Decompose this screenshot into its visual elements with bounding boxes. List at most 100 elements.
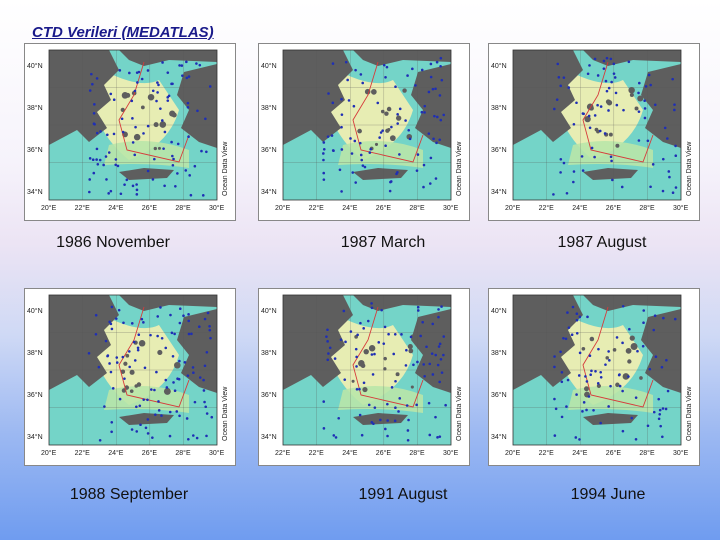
station-point: [586, 315, 589, 319]
station-point: [355, 355, 358, 359]
station-point: [114, 158, 118, 161]
station-point: [562, 161, 566, 165]
station-point: [439, 118, 443, 122]
north-coast-land: [119, 50, 217, 66]
station-point: [432, 137, 435, 141]
island: [410, 385, 414, 389]
lat-label: 36°N: [27, 391, 43, 399]
station-point: [636, 349, 639, 353]
station-point: [390, 386, 394, 389]
lon-label: 26°E: [376, 449, 392, 457]
station-point: [173, 332, 176, 336]
station-point: [115, 356, 119, 359]
station-point: [386, 402, 389, 406]
lon-label: 22°E: [309, 449, 325, 457]
station-point: [384, 76, 387, 79]
greece-land: [283, 295, 353, 390]
island: [133, 133, 141, 141]
station-point: [431, 87, 435, 91]
lon-label: 20°E: [41, 449, 57, 457]
station-point: [187, 332, 191, 336]
station-point: [370, 353, 374, 356]
station-point: [208, 85, 212, 88]
station-point: [376, 101, 380, 105]
station-point: [355, 365, 358, 368]
station-point: [370, 302, 373, 305]
station-map: 40°N 38°N 36°N 34°N 20°E 22°E 24°E 26°E 28°E 30°E…: [27, 294, 229, 457]
cruise-track: [582, 61, 654, 163]
panel-caption: 1988 September: [69, 486, 189, 503]
station-point: [666, 137, 669, 140]
station-point: [193, 164, 197, 168]
station-point: [373, 352, 376, 356]
station-point: [368, 151, 372, 154]
lat-label: 40°N: [261, 307, 277, 315]
station-point: [657, 397, 661, 401]
station-point: [384, 144, 387, 148]
station-point: [161, 61, 164, 64]
station-point: [142, 321, 145, 324]
station-point: [92, 171, 96, 175]
station-point: [644, 85, 648, 88]
station-point: [185, 60, 188, 64]
station-point: [444, 403, 447, 407]
station-point: [161, 119, 164, 122]
station-point: [326, 340, 329, 343]
station-point: [150, 388, 153, 391]
station-point: [178, 321, 182, 325]
station-point: [107, 151, 111, 154]
station-point: [178, 307, 182, 311]
station-point: [123, 377, 126, 380]
station-point: [408, 137, 412, 141]
station-point: [356, 333, 359, 337]
station-point: [439, 64, 442, 68]
station-point: [394, 406, 397, 410]
lon-label: 24°E: [108, 449, 124, 457]
station-point: [593, 155, 596, 159]
station-point: [604, 79, 608, 83]
station-point: [621, 429, 625, 433]
station-point: [205, 350, 209, 354]
island: [608, 132, 613, 137]
station-point: [438, 342, 442, 346]
station-point: [110, 327, 114, 331]
station-point: [338, 168, 342, 172]
station-point: [88, 157, 92, 160]
station-point: [590, 369, 593, 373]
island: [134, 384, 139, 388]
station-point: [128, 350, 131, 353]
station-point: [166, 96, 170, 99]
station-point: [110, 430, 113, 434]
station-point: [111, 387, 115, 390]
station-point: [599, 105, 603, 108]
island: [389, 135, 396, 142]
station-point: [322, 178, 326, 181]
station-point: [203, 364, 207, 368]
station-map: 40°N 38°N 36°N 34°N 22°E 22°E 24°E 26°E 28°E 30°E…: [261, 294, 463, 457]
ocean-data-view-credit: Ocean Data View: [222, 141, 229, 196]
station-point: [392, 352, 396, 356]
station-point: [121, 130, 125, 134]
station-point: [163, 130, 167, 134]
station-point: [171, 163, 175, 167]
station-point: [131, 141, 135, 144]
station-point: [326, 358, 330, 362]
lon-label: 30°E: [673, 449, 689, 457]
station-point: [406, 429, 410, 432]
station-point: [434, 87, 437, 91]
station-point: [671, 191, 675, 195]
station-point: [131, 117, 134, 120]
station-point: [198, 63, 202, 67]
station-point: [146, 124, 150, 128]
station-point: [382, 63, 386, 67]
station-point: [178, 64, 181, 67]
station-point: [431, 322, 435, 326]
station-point: [109, 370, 113, 374]
station-point: [596, 382, 600, 385]
station-point: [187, 135, 190, 138]
station-point: [440, 371, 444, 374]
station-point: [429, 156, 433, 160]
station-point: [187, 75, 191, 78]
station-point: [643, 99, 646, 103]
station-point: [130, 99, 134, 103]
